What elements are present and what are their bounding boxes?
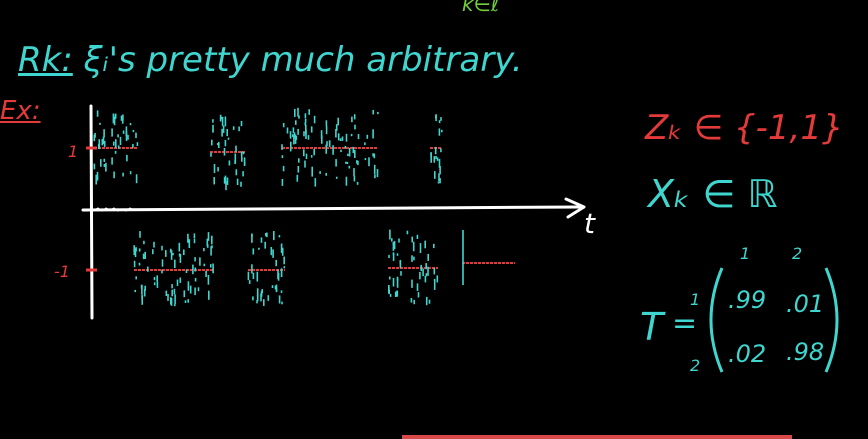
video-progress-bar	[402, 435, 792, 439]
matrix-right-paren	[826, 268, 837, 372]
matrix-cell-2-1: .02	[728, 340, 766, 368]
matrix-cell-1-1: .99	[728, 286, 766, 314]
matrix-cell-2-2: .98	[786, 338, 824, 366]
matrix-cell-1-2: .01	[786, 290, 824, 318]
matrix-left-paren	[711, 268, 722, 372]
